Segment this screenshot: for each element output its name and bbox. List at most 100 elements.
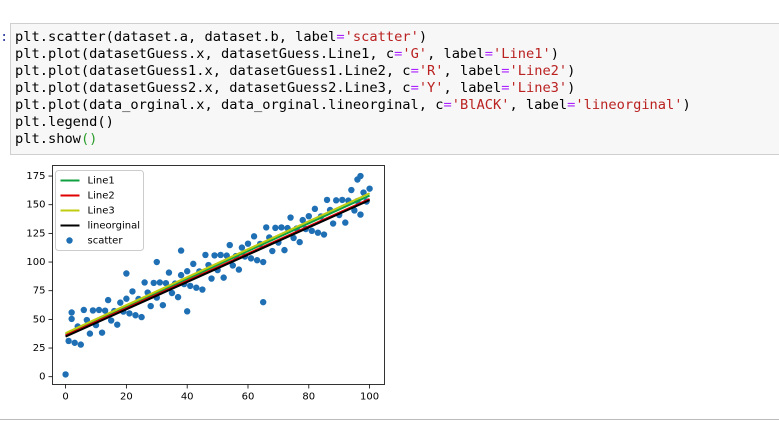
- code-line: plt.legend(): [15, 114, 114, 130]
- scatter-point: [62, 371, 69, 378]
- scatter-point: [226, 241, 233, 249]
- scatter-point: [211, 252, 218, 259]
- y-tick-label: 175: [26, 171, 45, 182]
- y-tick-label: 0: [39, 372, 45, 383]
- scatter-point: [217, 251, 224, 259]
- legend-label: Line1: [88, 176, 115, 187]
- scatter-point: [308, 227, 316, 235]
- scatter-point: [259, 298, 267, 306]
- line: [65, 199, 371, 338]
- scatter-point: [123, 270, 130, 277]
- code-token: , label: [444, 63, 502, 79]
- scatter-point: [141, 279, 148, 286]
- scatter-point: [202, 251, 209, 259]
- scatter-point: [65, 337, 72, 345]
- code-cell[interactable]: [10, 23, 779, 155]
- code-token: 'scatter': [345, 29, 419, 45]
- scatter-point: [129, 288, 136, 295]
- code-token: 'Y': [419, 80, 444, 96]
- scatter-point: [311, 205, 319, 213]
- code-token: , label: [444, 80, 502, 96]
- y-tick-label: 50: [33, 314, 46, 325]
- code-token: 'R': [419, 63, 444, 79]
- legend: [55, 170, 144, 251]
- scatter-point: [159, 301, 167, 309]
- scatter-point: [272, 224, 279, 232]
- code-token: plt.plot(datasetGuess1.x, datasetGuess1.…: [15, 63, 411, 79]
- scatter-point: [229, 262, 236, 269]
- scatter-point: [162, 279, 170, 287]
- code-token: 'Line3': [509, 80, 567, 96]
- scatter-point: [177, 271, 185, 279]
- code-token: plt.show: [15, 131, 82, 147]
- scatter-point: [80, 306, 88, 314]
- scatter-point: [153, 258, 160, 266]
- code-token: , label: [509, 97, 567, 113]
- code-token: (): [81, 131, 97, 147]
- scatter-point: [174, 293, 182, 301]
- code-token: =: [411, 80, 419, 96]
- code-token: plt.scatter(dataset.a, dataset.b, label: [15, 29, 336, 45]
- x-tick-label: 60: [242, 392, 255, 403]
- legend-marker: [66, 237, 73, 244]
- scatter-point: [290, 234, 297, 242]
- code-token: ): [683, 97, 691, 113]
- code-token: =: [567, 97, 575, 113]
- line: [65, 194, 371, 336]
- y-tick-label: 125: [26, 228, 45, 239]
- scatter-point: [366, 185, 373, 192]
- x-tick-label: 80: [302, 392, 315, 403]
- scatter-point: [132, 312, 139, 319]
- scatter-point: [339, 196, 346, 204]
- scatter-point: [357, 211, 364, 218]
- scatter-point: [126, 310, 133, 317]
- scatter-point: [71, 339, 78, 346]
- y-tick-label: 100: [26, 257, 45, 268]
- scatter-point: [247, 255, 255, 262]
- code-token: plt.legend(): [15, 114, 114, 130]
- code-line: plt.show(): [15, 131, 97, 147]
- legend-label: lineorginal: [88, 221, 140, 232]
- code-line: plt.plot(data_orginal.x, data_orginal.li…: [15, 97, 691, 113]
- y-tick-label: 75: [33, 286, 46, 297]
- scatter-point: [86, 330, 94, 337]
- y-tick-label: 150: [26, 200, 45, 211]
- code-token: plt.plot(datasetGuess.x, datasetGuess.Li…: [15, 46, 394, 62]
- line: [65, 198, 371, 337]
- code-token: plt.plot(data_orginal.x, data_orginal.li…: [15, 97, 444, 113]
- scatter-point: [263, 224, 270, 231]
- code-token: =: [394, 46, 402, 62]
- code-token: 'Line1': [493, 46, 551, 62]
- x-tick-label: 40: [181, 392, 194, 403]
- scatter-point: [104, 296, 112, 304]
- scatter-point: [165, 269, 173, 276]
- scatter-point: [238, 244, 246, 251]
- x-tick-label: 0: [62, 392, 68, 403]
- scatter-point: [98, 329, 106, 336]
- code-token: , label: [427, 46, 485, 62]
- scatter-point: [150, 279, 157, 287]
- line: [65, 192, 371, 335]
- prompt: :: [0, 29, 8, 45]
- legend-label: scatter: [88, 236, 124, 247]
- scatter-point: [296, 238, 303, 246]
- scatter-point: [168, 289, 176, 297]
- scatter-point: [183, 268, 191, 275]
- code-token: =: [501, 80, 509, 96]
- code-token: 'G': [402, 46, 427, 62]
- scatter-point: [360, 189, 367, 196]
- code-token: ): [567, 80, 575, 96]
- scatter-point: [220, 274, 227, 281]
- code-token: 'Line2': [509, 63, 567, 79]
- scatter-point: [250, 233, 258, 240]
- code-line: plt.plot(datasetGuess1.x, datasetGuess1.…: [15, 63, 575, 79]
- scatter-point: [305, 212, 312, 220]
- legend-label: Line2: [88, 191, 115, 202]
- code-token: =: [485, 46, 493, 62]
- code-token: ): [419, 29, 427, 45]
- scatter-point: [314, 229, 322, 236]
- scatter-point: [199, 286, 206, 293]
- scatter-point: [323, 196, 331, 204]
- scatter-point: [147, 302, 154, 310]
